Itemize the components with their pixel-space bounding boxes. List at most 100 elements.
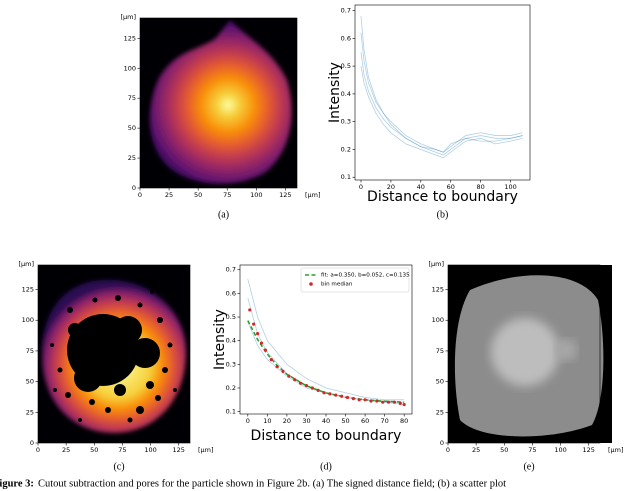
y-axis-label: Intensity — [212, 309, 228, 370]
x-unit-label: [μm] — [305, 191, 321, 199]
median-point — [298, 381, 303, 385]
x-tick-label: 50 — [194, 191, 202, 199]
median-point — [304, 384, 309, 388]
trace-line — [360, 52, 523, 153]
median-point — [357, 398, 361, 402]
y-tick-label: 0.7 — [341, 7, 351, 15]
y-tick-label: 75 — [128, 94, 136, 102]
median-point — [386, 400, 391, 404]
fit-line — [247, 320, 405, 403]
axes-frame — [37, 264, 191, 444]
median-point — [322, 391, 326, 395]
y-tick-label: 0.6 — [226, 289, 236, 297]
panel-label: (a) — [218, 209, 229, 220]
y-tick-label: 75 — [26, 347, 34, 355]
image-e — [448, 265, 612, 443]
median-point — [340, 394, 344, 398]
trace-line — [247, 321, 405, 405]
trace-line — [360, 16, 523, 153]
image-a — [140, 18, 297, 188]
x-tick-label: 50 — [90, 446, 98, 454]
panel-label: (c) — [113, 461, 124, 472]
x-tick-label: 80 — [400, 417, 408, 425]
y-tick-label: 100 — [124, 64, 136, 72]
x-tick-label: 50 — [341, 417, 349, 425]
x-tick-label: 40 — [417, 183, 425, 191]
median-point — [345, 395, 350, 400]
y-unit-label: [μm] — [18, 260, 34, 268]
y-tick-label: 25 — [128, 154, 136, 162]
y-tick-label: 25 — [26, 408, 34, 416]
axes-frame — [447, 264, 601, 444]
y-tick-label: 50 — [436, 378, 444, 386]
x-tick-label: 60 — [447, 183, 455, 191]
x-tick-label: 75 — [528, 446, 536, 454]
legend-label: fit: a=0.350, b=0.052, c=0.135 — [321, 273, 410, 279]
x-tick-label: 0 — [36, 446, 40, 454]
y-tick-label: 0.3 — [226, 360, 236, 368]
image-c — [38, 265, 190, 443]
x-tick-label: 10 — [263, 417, 271, 425]
x-tick-label: 100 — [504, 183, 516, 191]
y-tick-label: 50 — [128, 124, 136, 132]
median-point — [287, 374, 291, 378]
trace-line — [360, 66, 523, 159]
x-unit-label: [μm] — [608, 446, 624, 454]
median-point — [316, 388, 320, 392]
median-point — [398, 401, 402, 405]
median-point — [375, 399, 379, 403]
x-tick-label: 20 — [283, 417, 291, 425]
caption-text: Cutout subtraction and pores for the par… — [38, 478, 506, 489]
y-tick-label: 50 — [26, 378, 34, 386]
x-tick-label: 0 — [359, 183, 363, 191]
median-point — [328, 392, 332, 396]
panel-label: (b) — [437, 209, 449, 220]
y-tick-label: 0.4 — [341, 90, 351, 98]
y-tick-label: 0.6 — [341, 34, 351, 42]
y-tick-label: 0.2 — [226, 384, 236, 392]
x-tick-label: 25 — [472, 446, 480, 454]
y-tick-label: 125 — [124, 34, 136, 42]
y-unit-label: [μm] — [428, 260, 444, 268]
x-tick-label: 125 — [583, 446, 595, 454]
y-tick-label: 75 — [436, 347, 444, 355]
median-point — [275, 365, 279, 369]
y-tick-label: 100 — [432, 316, 444, 324]
x-tick-label: 100 — [250, 191, 262, 199]
y-axis-label: Intensity — [327, 62, 343, 123]
x-tick-label: 60 — [361, 417, 369, 425]
x-tick-label: 75 — [223, 191, 231, 199]
x-axis-label: Distance to boundary — [367, 189, 518, 205]
x-unit-label: [μm] — [198, 446, 214, 454]
median-point — [369, 399, 373, 403]
trace-line — [247, 279, 405, 401]
median-point — [351, 397, 355, 401]
caption-label: Figure 3: — [0, 478, 34, 489]
y-tick-label: 0.3 — [341, 118, 351, 126]
median-point — [248, 308, 252, 312]
y-unit-label: [μm] — [120, 13, 136, 21]
y-tick-label: 0.4 — [226, 337, 236, 345]
median-point — [259, 341, 264, 345]
y-tick-label: 0 — [30, 439, 34, 447]
median-point — [255, 331, 260, 336]
median-point — [402, 402, 406, 407]
y-tick-label: 0.1 — [341, 173, 351, 181]
x-tick-label: 0 — [246, 417, 250, 425]
y-tick-label: 0.5 — [341, 62, 351, 70]
y-tick-label: 25 — [436, 408, 444, 416]
y-tick-label: 0 — [440, 439, 444, 447]
legend-box — [300, 267, 410, 293]
x-tick-label: 80 — [477, 183, 485, 191]
x-tick-label: 50 — [500, 446, 508, 454]
x-tick-label: 25 — [165, 191, 173, 199]
x-tick-label: 25 — [62, 446, 70, 454]
median-point — [293, 378, 297, 382]
x-tick-label: 70 — [380, 417, 388, 425]
x-tick-label: 0 — [138, 191, 142, 199]
median-point — [381, 400, 385, 404]
x-tick-label: 125 — [279, 191, 291, 199]
y-tick-label: 0 — [132, 184, 136, 192]
median-point — [263, 348, 268, 352]
